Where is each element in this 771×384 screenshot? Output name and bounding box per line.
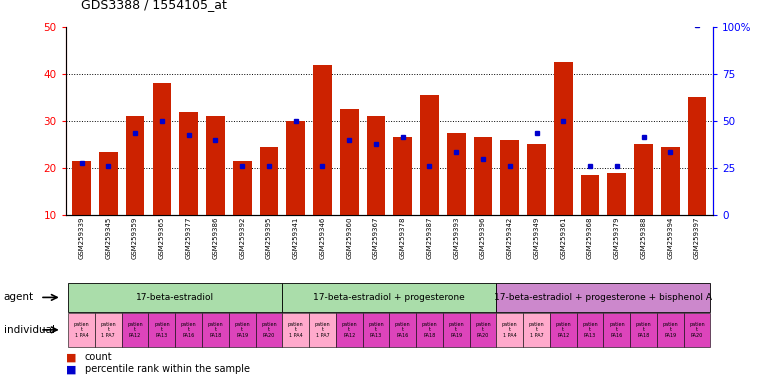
Text: patien
t
PA12: patien t PA12 bbox=[342, 322, 357, 338]
Text: GSM259349: GSM259349 bbox=[534, 217, 540, 259]
Text: patien
t
PA19: patien t PA19 bbox=[449, 322, 464, 338]
Text: GSM259396: GSM259396 bbox=[480, 217, 486, 260]
Text: patien
t
PA19: patien t PA19 bbox=[234, 322, 250, 338]
Bar bbox=[260, 147, 278, 215]
Text: GSM259359: GSM259359 bbox=[132, 217, 138, 259]
Bar bbox=[527, 144, 546, 215]
Text: patien
t
PA18: patien t PA18 bbox=[207, 322, 224, 338]
Text: patien
t
PA19: patien t PA19 bbox=[662, 322, 678, 338]
Text: patien
t
1 PA4: patien t 1 PA4 bbox=[288, 322, 304, 338]
Text: GSM259395: GSM259395 bbox=[266, 217, 272, 259]
Text: patien
t
1 PA7: patien t 1 PA7 bbox=[100, 322, 116, 338]
Text: percentile rank within the sample: percentile rank within the sample bbox=[85, 364, 250, 374]
Text: GDS3388 / 1554105_at: GDS3388 / 1554105_at bbox=[81, 0, 227, 12]
Bar bbox=[313, 65, 332, 215]
Text: GSM259387: GSM259387 bbox=[426, 217, 433, 260]
Text: patien
t
PA18: patien t PA18 bbox=[422, 322, 437, 338]
Text: GSM259388: GSM259388 bbox=[641, 217, 647, 260]
Text: patien
t
PA12: patien t PA12 bbox=[127, 322, 143, 338]
Text: GSM259397: GSM259397 bbox=[694, 217, 700, 260]
Text: patien
t
PA16: patien t PA16 bbox=[181, 322, 197, 338]
Text: GSM259360: GSM259360 bbox=[346, 217, 352, 260]
Text: patien
t
1 PA4: patien t 1 PA4 bbox=[502, 322, 517, 338]
Bar bbox=[554, 62, 573, 215]
Text: patien
t
1 PA4: patien t 1 PA4 bbox=[74, 322, 89, 338]
Text: GSM259377: GSM259377 bbox=[186, 217, 192, 260]
Bar bbox=[180, 112, 198, 215]
Text: 17-beta-estradiol + progesterone: 17-beta-estradiol + progesterone bbox=[314, 293, 465, 302]
Text: GSM259346: GSM259346 bbox=[319, 217, 325, 259]
Text: patien
t
PA20: patien t PA20 bbox=[475, 322, 491, 338]
Bar bbox=[233, 161, 251, 215]
Text: individual: individual bbox=[4, 325, 55, 335]
Bar bbox=[500, 140, 519, 215]
Bar bbox=[340, 109, 359, 215]
Text: GSM259378: GSM259378 bbox=[399, 217, 406, 260]
Bar bbox=[473, 137, 493, 215]
Text: ■: ■ bbox=[66, 352, 76, 362]
Text: GSM259345: GSM259345 bbox=[106, 217, 111, 259]
Text: patien
t
PA20: patien t PA20 bbox=[689, 322, 705, 338]
Text: GSM259368: GSM259368 bbox=[587, 217, 593, 260]
Bar bbox=[635, 144, 653, 215]
Text: agent: agent bbox=[4, 292, 34, 303]
Text: GSM259393: GSM259393 bbox=[453, 217, 460, 260]
Bar bbox=[366, 116, 386, 215]
Text: 17-beta-estradiol: 17-beta-estradiol bbox=[136, 293, 214, 302]
Bar bbox=[72, 161, 91, 215]
Text: GSM259361: GSM259361 bbox=[561, 217, 567, 260]
Text: 17-beta-estradiol + progesterone + bisphenol A: 17-beta-estradiol + progesterone + bisph… bbox=[494, 293, 712, 302]
Bar bbox=[99, 152, 118, 215]
Text: patien
t
PA16: patien t PA16 bbox=[395, 322, 410, 338]
Text: GSM259342: GSM259342 bbox=[507, 217, 513, 259]
Bar bbox=[447, 133, 466, 215]
Text: patien
t
1 PA7: patien t 1 PA7 bbox=[315, 322, 330, 338]
Text: GSM259339: GSM259339 bbox=[79, 217, 85, 260]
Text: GSM259341: GSM259341 bbox=[293, 217, 298, 259]
Text: GSM259386: GSM259386 bbox=[212, 217, 218, 260]
Text: patien
t
PA20: patien t PA20 bbox=[261, 322, 277, 338]
Text: GSM259394: GSM259394 bbox=[668, 217, 673, 259]
Bar bbox=[420, 95, 439, 215]
Bar bbox=[688, 98, 706, 215]
Text: patien
t
PA16: patien t PA16 bbox=[609, 322, 625, 338]
Bar bbox=[581, 175, 599, 215]
Text: patien
t
PA13: patien t PA13 bbox=[369, 322, 384, 338]
Text: GSM259367: GSM259367 bbox=[373, 217, 379, 260]
Bar bbox=[661, 147, 680, 215]
Text: patien
t
PA13: patien t PA13 bbox=[582, 322, 598, 338]
Bar bbox=[206, 116, 225, 215]
Text: GSM259392: GSM259392 bbox=[239, 217, 245, 259]
Bar bbox=[286, 121, 305, 215]
Text: count: count bbox=[85, 352, 113, 362]
Text: ■: ■ bbox=[66, 364, 76, 374]
Text: GSM259379: GSM259379 bbox=[614, 217, 620, 260]
Text: patien
t
PA12: patien t PA12 bbox=[555, 322, 571, 338]
Text: patien
t
PA18: patien t PA18 bbox=[636, 322, 651, 338]
Text: GSM259365: GSM259365 bbox=[159, 217, 165, 259]
Bar bbox=[608, 173, 626, 215]
Text: patien
t
1 PA7: patien t 1 PA7 bbox=[529, 322, 544, 338]
Bar bbox=[153, 83, 171, 215]
Bar bbox=[393, 137, 412, 215]
Bar bbox=[126, 116, 144, 215]
Text: patien
t
PA13: patien t PA13 bbox=[154, 322, 170, 338]
